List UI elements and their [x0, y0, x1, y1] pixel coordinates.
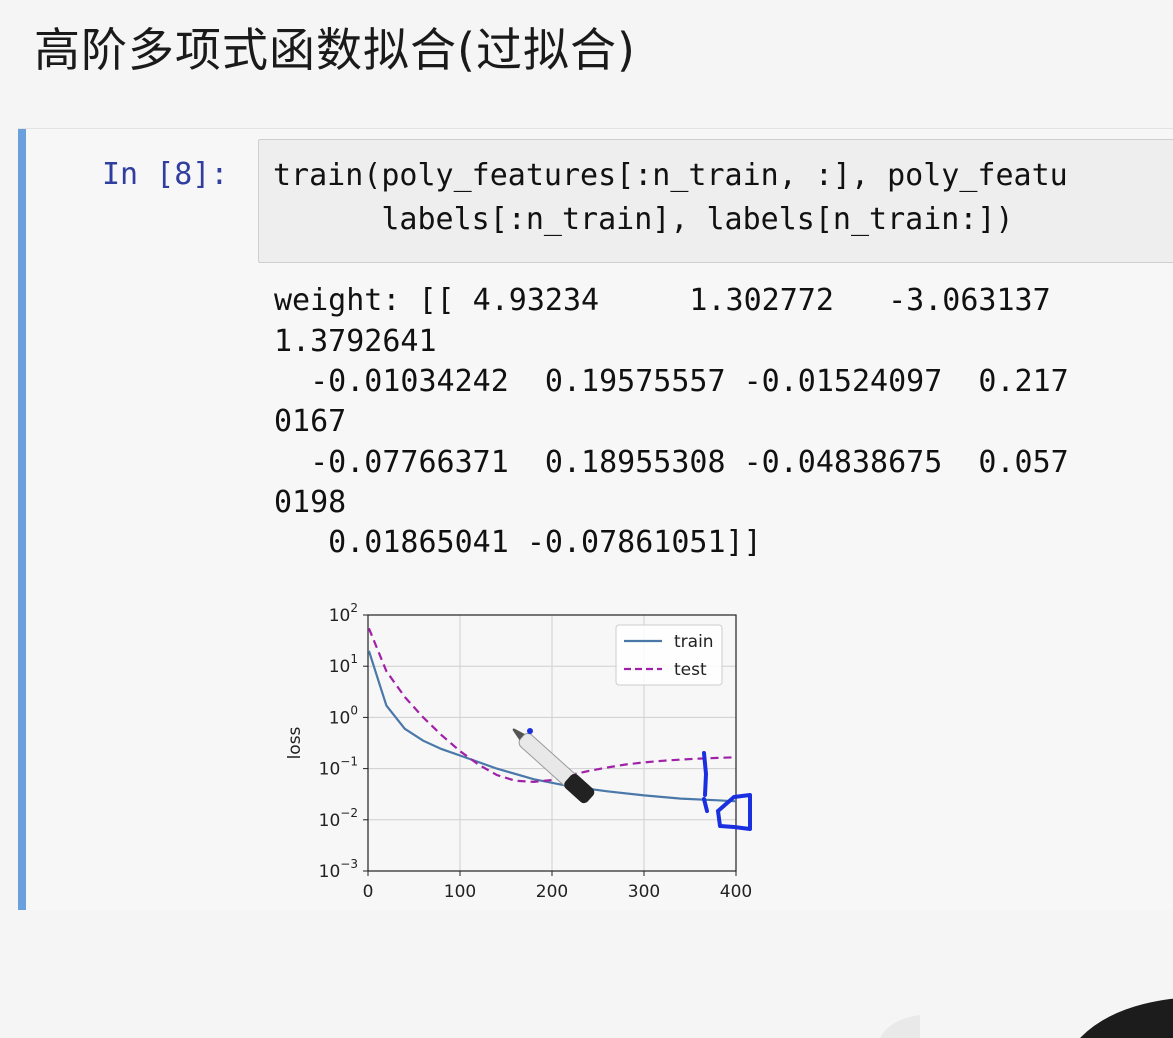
- y-tick-label: 100: [329, 703, 358, 728]
- output-line-7: 0.01865041 -0.07861051]]: [274, 525, 762, 560]
- code-line-2[interactable]: labels[:n_train], labels[n_train:]): [273, 202, 1014, 237]
- chart-series: [367, 627, 737, 803]
- loss-chart: 102 101 100 10−1 10−2 10−3 0 100 200 300 400 loss…: [286, 601, 752, 902]
- series-line-train: [367, 650, 737, 803]
- x-tick-label: 400: [720, 882, 752, 902]
- y-axis-ticks: 102 101 100 10−1 10−2 10−3: [319, 601, 368, 882]
- output-line-4: 0167: [274, 404, 347, 439]
- output-line-5: -0.07766371 0.18955308 -0.04838675 0.057: [274, 445, 1069, 480]
- legend-train-label: train: [674, 632, 714, 652]
- annotation-stroke-scribble: [716, 793, 752, 831]
- y-tick-label: 10−3: [319, 857, 358, 882]
- presenter-shadow: [880, 998, 1173, 1038]
- annotation-stroke-gap: [702, 751, 709, 813]
- x-tick-label: 200: [536, 882, 568, 902]
- legend-test-label: test: [674, 660, 707, 680]
- y-tick-label: 101: [329, 652, 358, 677]
- x-tick-label: 100: [444, 882, 476, 902]
- x-tick-label: 0: [363, 882, 374, 902]
- output-line-2: 1.3792641: [274, 324, 437, 359]
- cell-prompt: In [8]:: [102, 157, 229, 192]
- code-line-1[interactable]: train(poly_features[:n_train, :], poly_f…: [273, 158, 1068, 193]
- marker-pen-icon: [512, 728, 595, 804]
- y-tick-label: 10−1: [319, 755, 358, 780]
- marker-tip-dot: [527, 728, 533, 734]
- code-input-area[interactable]: train(poly_features[:n_train, :], poly_f…: [258, 139, 1173, 263]
- series-line-test: [367, 627, 737, 784]
- output-line-3: -0.01034242 0.19575557 -0.01524097 0.217: [274, 364, 1069, 399]
- y-tick-label: 10−2: [319, 806, 358, 831]
- notebook-cell[interactable]: In [8]: train(poly_features[:n_train, :]…: [18, 128, 1173, 1038]
- output-line-1: weight: [[ 4.93234 1.302772 -3.063137: [274, 283, 1051, 318]
- y-tick-label: 102: [329, 601, 358, 626]
- cell-selection-bar: [18, 129, 26, 910]
- y-axis-label: loss: [286, 726, 305, 759]
- slide-title: 高阶多项式函数拟合(过拟合): [34, 23, 636, 77]
- chart-legend: train test: [615, 624, 723, 686]
- x-axis-ticks: 0 100 200 300 400: [363, 871, 752, 902]
- output-line-6: 0198: [274, 485, 347, 520]
- x-tick-label: 300: [628, 882, 660, 902]
